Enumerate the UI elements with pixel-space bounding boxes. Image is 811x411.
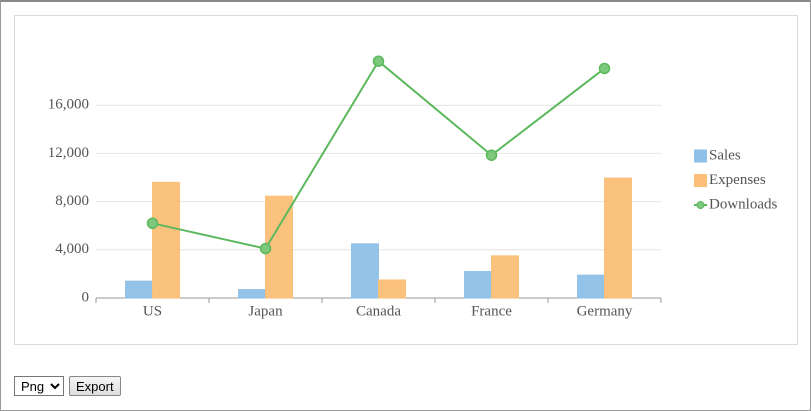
y-tick-label: 12,000 xyxy=(48,145,89,161)
x-tick-label: France xyxy=(471,303,512,319)
bar xyxy=(378,279,406,299)
x-tick-label: Germany xyxy=(577,303,633,319)
y-tick-label: 16,000 xyxy=(48,97,89,113)
chart-container xyxy=(14,15,798,345)
bar xyxy=(577,274,605,299)
y-tick-label: 0 xyxy=(82,289,90,305)
line-marker xyxy=(372,55,385,67)
chart: 0 4,000 8,000 12,000 16,000 US Japan Canada Fran… xyxy=(48,55,777,319)
bar xyxy=(464,270,492,299)
legend-swatch xyxy=(694,174,707,187)
legend-swatch xyxy=(694,149,707,163)
bar xyxy=(152,181,180,299)
legend-label: Expenses xyxy=(709,172,766,188)
x-tick-label: Japan xyxy=(248,303,283,319)
line-marker xyxy=(146,217,159,230)
x-tick-label: Canada xyxy=(356,303,401,319)
legend-swatch xyxy=(696,201,705,209)
export-controls: Png Export xyxy=(14,376,121,396)
legend-label: Downloads xyxy=(709,196,777,212)
export-button[interactable]: Export xyxy=(69,376,121,396)
bar xyxy=(491,255,519,299)
legend-label: Sales xyxy=(709,147,741,163)
y-tick-label: 4,000 xyxy=(55,241,89,257)
bar xyxy=(238,289,266,299)
bar xyxy=(604,177,632,299)
line-marker xyxy=(259,242,272,255)
line-marker xyxy=(598,62,611,75)
bar xyxy=(125,280,153,299)
line xyxy=(152,59,606,250)
line-marker xyxy=(485,149,498,161)
format-select[interactable]: Png xyxy=(14,376,64,396)
x-tick-label: US xyxy=(143,303,162,319)
bar xyxy=(351,243,379,299)
y-tick-label: 8,000 xyxy=(55,193,89,209)
